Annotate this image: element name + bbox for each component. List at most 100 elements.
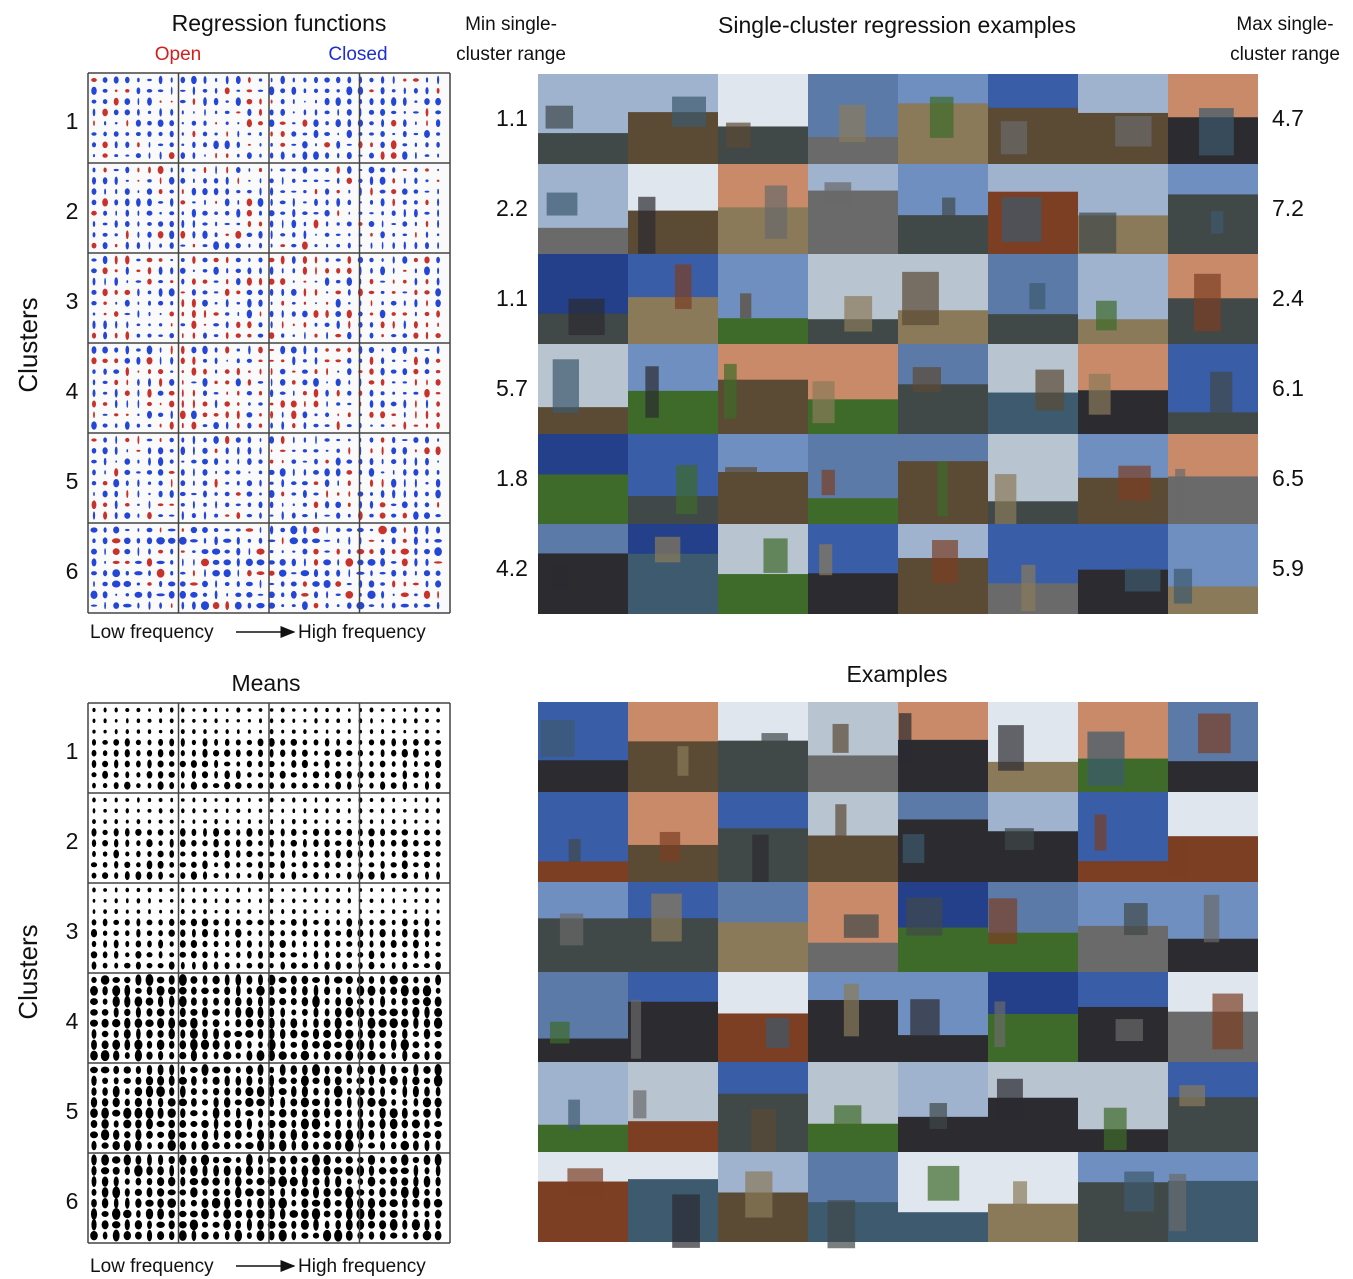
- glyph: [256, 571, 265, 576]
- glyph: [90, 929, 98, 938]
- glyph: [281, 511, 284, 520]
- glyph: [324, 1087, 330, 1096]
- glyph: [390, 526, 397, 534]
- glyph: [247, 708, 252, 712]
- glyph: [315, 143, 317, 147]
- glyph: [414, 887, 418, 893]
- glyph: [301, 975, 309, 985]
- glyph: [369, 909, 374, 914]
- glyph: [336, 76, 341, 84]
- glyph: [325, 310, 329, 318]
- glyph: [91, 459, 97, 464]
- glyph: [124, 976, 131, 984]
- glyph: [402, 538, 407, 543]
- glyph: [135, 950, 142, 959]
- glyph: [313, 129, 319, 139]
- glyph: [333, 976, 343, 984]
- glyph: [147, 369, 152, 375]
- glyph: [157, 1064, 164, 1076]
- glyph: [423, 1077, 431, 1084]
- glyph: [134, 591, 143, 598]
- glyph: [413, 1210, 419, 1218]
- glyph: [402, 951, 408, 959]
- glyph: [425, 142, 429, 148]
- glyph: [236, 89, 241, 92]
- glyph: [380, 851, 385, 857]
- max-range: 7.2: [1272, 195, 1304, 221]
- glyph: [325, 449, 329, 452]
- glyph: [303, 422, 307, 430]
- glyph: [403, 798, 407, 802]
- glyph: [302, 829, 308, 835]
- glyph: [346, 1109, 352, 1117]
- glyph: [235, 974, 242, 986]
- glyph: [123, 580, 132, 588]
- glyph: [180, 738, 185, 747]
- glyph: [357, 952, 364, 958]
- glyph: [191, 928, 196, 938]
- glyph: [400, 985, 409, 997]
- glyph: [158, 898, 163, 903]
- glyph: [313, 449, 319, 453]
- glyph: [213, 291, 219, 294]
- glyph: [226, 131, 229, 137]
- glyph: [424, 771, 430, 779]
- glyph: [269, 718, 274, 724]
- glyph: [259, 492, 262, 496]
- glyph: [181, 345, 185, 355]
- glyph: [136, 333, 141, 338]
- glyph: [247, 220, 252, 228]
- glyph: [402, 381, 408, 384]
- glyph: [414, 400, 417, 408]
- glyph: [268, 490, 275, 498]
- glyph: [214, 729, 218, 734]
- glyph: [414, 729, 418, 734]
- photo-detail: [1203, 894, 1220, 943]
- glyph: [291, 760, 297, 768]
- glyph: [256, 1086, 265, 1098]
- glyph: [380, 797, 385, 803]
- glyph: [246, 839, 253, 847]
- glyph: [379, 1107, 386, 1119]
- glyph: [145, 1019, 154, 1027]
- glyph: [180, 1176, 186, 1187]
- glyph: [336, 402, 341, 406]
- glyph: [169, 311, 174, 317]
- glyph: [202, 851, 208, 857]
- glyph: [268, 861, 275, 868]
- glyph: [346, 424, 352, 428]
- glyph: [436, 256, 440, 264]
- glyph: [392, 593, 395, 597]
- glyph: [136, 537, 141, 544]
- glyph: [368, 1188, 375, 1196]
- glyph: [402, 312, 408, 316]
- glyph: [312, 771, 320, 779]
- glyph: [335, 996, 342, 1007]
- glyph: [290, 1029, 298, 1039]
- photo-detail: [551, 566, 568, 590]
- glyph: [102, 77, 108, 83]
- glyph: [346, 459, 353, 464]
- glyph: [214, 232, 218, 238]
- glyph: [201, 987, 209, 995]
- glyph: [335, 829, 342, 836]
- glyph: [422, 985, 432, 997]
- glyph: [423, 1018, 431, 1028]
- glyph: [246, 827, 253, 837]
- glyph: [335, 1175, 342, 1188]
- glyph: [125, 367, 130, 377]
- glyph: [425, 898, 429, 904]
- glyph: [302, 782, 308, 789]
- glyph: [313, 501, 319, 509]
- glyph: [403, 490, 407, 498]
- glyph: [191, 75, 197, 85]
- glyph: [190, 1187, 198, 1198]
- glyph: [235, 997, 242, 1007]
- glyph: [325, 301, 329, 305]
- glyph: [412, 1186, 420, 1199]
- glyph: [134, 1165, 143, 1177]
- glyph: [224, 110, 230, 115]
- glyph: [381, 334, 384, 338]
- glyph: [157, 457, 164, 467]
- glyph: [179, 410, 186, 420]
